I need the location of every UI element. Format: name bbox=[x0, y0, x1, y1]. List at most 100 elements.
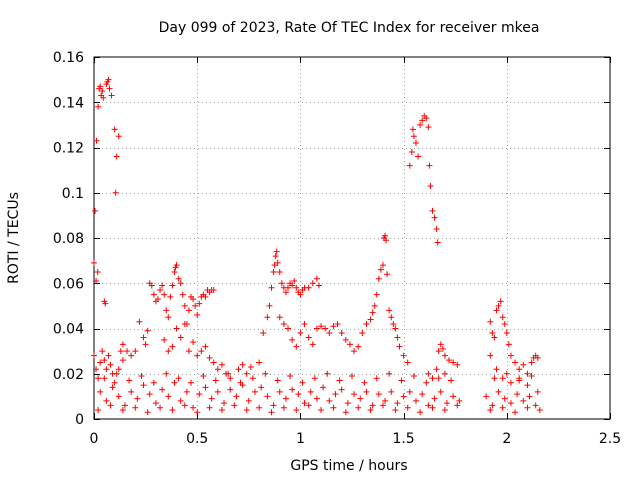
data-point bbox=[93, 277, 100, 284]
data-point bbox=[503, 370, 510, 377]
data-point bbox=[514, 391, 521, 398]
data-point bbox=[423, 115, 430, 122]
data-point bbox=[271, 262, 278, 269]
data-point bbox=[443, 400, 450, 407]
data-point bbox=[534, 354, 541, 361]
data-point bbox=[107, 402, 114, 409]
data-point bbox=[268, 284, 275, 291]
data-point bbox=[177, 397, 184, 404]
data-point bbox=[105, 76, 112, 83]
data-point bbox=[282, 395, 289, 402]
data-point bbox=[410, 133, 417, 140]
data-point bbox=[210, 359, 217, 366]
data-point bbox=[507, 352, 514, 359]
data-point bbox=[528, 359, 535, 366]
y-axis-label: ROTI / TECUs bbox=[6, 192, 22, 284]
data-point bbox=[371, 302, 378, 309]
data-point bbox=[295, 391, 302, 398]
data-point bbox=[437, 388, 444, 395]
data-point bbox=[210, 287, 217, 294]
data-point bbox=[144, 409, 151, 416]
data-point bbox=[507, 400, 514, 407]
data-point bbox=[415, 153, 422, 160]
data-point bbox=[503, 330, 510, 337]
data-point bbox=[450, 393, 457, 400]
data-point bbox=[280, 320, 287, 327]
data-point bbox=[138, 373, 145, 380]
data-point bbox=[499, 314, 506, 321]
data-point bbox=[293, 406, 300, 413]
data-point bbox=[157, 287, 164, 294]
data-point bbox=[92, 207, 99, 214]
data-point bbox=[192, 302, 199, 309]
data-point bbox=[437, 341, 444, 348]
data-point bbox=[315, 282, 322, 289]
data-point bbox=[491, 375, 498, 382]
data-point bbox=[285, 284, 292, 291]
data-point bbox=[332, 391, 339, 398]
data-point bbox=[448, 377, 455, 384]
data-point bbox=[97, 359, 104, 366]
data-point bbox=[410, 373, 417, 380]
data-point bbox=[159, 282, 166, 289]
data-point bbox=[441, 352, 448, 359]
data-point bbox=[99, 87, 106, 94]
data-point bbox=[487, 406, 494, 413]
data-point bbox=[429, 207, 436, 214]
data-point bbox=[495, 388, 502, 395]
data-point bbox=[276, 314, 283, 321]
data-point bbox=[435, 375, 442, 382]
data-point bbox=[237, 379, 244, 386]
data-point bbox=[150, 379, 157, 386]
data-point bbox=[101, 375, 108, 382]
data-point bbox=[412, 397, 419, 404]
y-tick-label: 0.14 bbox=[53, 95, 84, 111]
data-point bbox=[103, 366, 110, 373]
data-point bbox=[383, 237, 390, 244]
data-point bbox=[367, 406, 374, 413]
data-point bbox=[243, 370, 250, 377]
data-point bbox=[115, 133, 122, 140]
data-point bbox=[429, 375, 436, 382]
data-point bbox=[181, 302, 188, 309]
data-point bbox=[434, 239, 441, 246]
data-point bbox=[297, 291, 304, 298]
data-point bbox=[280, 404, 287, 411]
data-point bbox=[218, 361, 225, 368]
data-point bbox=[102, 300, 109, 307]
data-point bbox=[144, 327, 151, 334]
data-point bbox=[491, 334, 498, 341]
data-point bbox=[273, 248, 280, 255]
data-point bbox=[270, 402, 277, 409]
data-point bbox=[426, 162, 433, 169]
y-tick-label: 0.12 bbox=[53, 141, 84, 157]
data-point bbox=[334, 320, 341, 327]
data-point bbox=[194, 311, 201, 318]
data-point bbox=[388, 314, 395, 321]
data-point bbox=[330, 323, 337, 330]
data-point bbox=[221, 400, 228, 407]
data-point bbox=[404, 404, 411, 411]
data-point bbox=[113, 153, 120, 160]
x-tick-label: 0.5 bbox=[186, 431, 208, 447]
data-point bbox=[169, 343, 176, 350]
data-point bbox=[435, 348, 442, 355]
data-point bbox=[124, 348, 131, 355]
data-point bbox=[423, 379, 430, 386]
data-point bbox=[95, 103, 102, 110]
data-point bbox=[185, 348, 192, 355]
y-tick-label: 0.06 bbox=[53, 276, 84, 292]
data-point bbox=[516, 377, 523, 384]
data-point bbox=[171, 379, 178, 386]
data-point bbox=[113, 370, 120, 377]
data-point bbox=[499, 404, 506, 411]
data-point bbox=[384, 271, 391, 278]
data-point bbox=[394, 400, 401, 407]
data-point bbox=[132, 348, 139, 355]
data-point bbox=[412, 139, 419, 146]
data-point bbox=[115, 366, 122, 373]
data-point bbox=[390, 320, 397, 327]
data-point bbox=[524, 382, 531, 389]
data-point bbox=[128, 388, 135, 395]
data-point bbox=[386, 370, 393, 377]
